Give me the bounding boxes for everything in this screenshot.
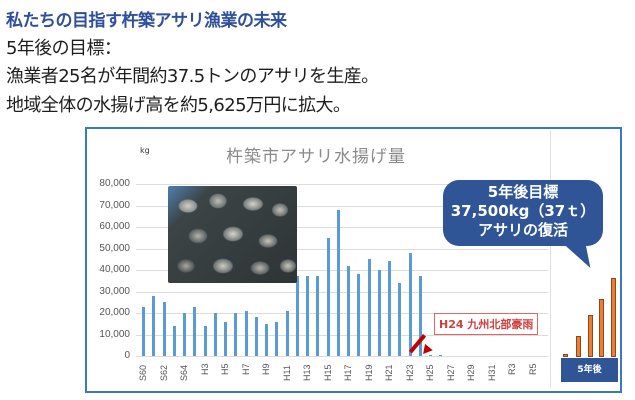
bar-H10	[275, 321, 279, 356]
goal-revenue: 地域全体の水揚げ高を約5,625万円に拡大。	[6, 95, 351, 116]
goal-production: 漁業者25名が年間約37.5トンのアサリを生産。	[6, 66, 379, 87]
callout-line-1: 5年後目標	[487, 183, 559, 201]
future-bar	[611, 277, 616, 357]
gridline	[136, 184, 548, 185]
y-tick-label: 80,000	[99, 178, 130, 189]
bar-H17	[347, 265, 350, 356]
x-tick-label: H25	[425, 364, 435, 381]
bar-H2	[193, 306, 197, 356]
x-tick-label: H19	[363, 364, 374, 381]
bar-H6	[234, 313, 238, 356]
gridline	[136, 291, 548, 293]
x-tick-label: S62	[158, 364, 169, 381]
x-tick-label: S60	[138, 364, 148, 381]
y-tick-label: 30,000	[99, 285, 130, 297]
y-tick-label: 20,000	[99, 307, 130, 318]
y-tick-label: 40,000	[99, 264, 130, 275]
x-tick-label: H27	[445, 364, 456, 381]
bar-S61	[152, 295, 156, 356]
x-tick-label: S64	[179, 364, 189, 381]
bar-H19	[367, 259, 371, 356]
bar-H21	[388, 261, 391, 356]
x-tick-label: H15	[322, 364, 333, 381]
bar-S63	[172, 325, 176, 356]
bar-H26	[439, 354, 443, 356]
bar-H7	[244, 310, 248, 356]
callout-line-3: アサリの復活	[477, 221, 568, 239]
x-tick-label: H9	[261, 363, 271, 375]
callout-line-2: 37,500kg（37ｔ）	[450, 202, 596, 220]
target-callout: 5年後目標 37,500kg（37ｔ） アサリの復活	[443, 180, 603, 246]
bar-H24	[418, 276, 422, 356]
x-tick-label: H31	[486, 364, 497, 381]
future-bar	[563, 353, 568, 357]
future-bar	[599, 298, 604, 357]
gridline	[136, 313, 548, 314]
chart-title: 杵築市アサリ水揚げ量	[226, 147, 406, 167]
x-tick-label: H21	[384, 364, 394, 381]
y-axis-unit: kg	[140, 146, 150, 155]
y-tick-label: 70,000	[99, 199, 130, 211]
future-bar	[576, 336, 581, 357]
bar-H12	[295, 276, 299, 356]
bar-H25	[429, 354, 432, 356]
bar-H3	[203, 325, 207, 356]
x-tick-label: H23	[404, 364, 415, 381]
x-tick-label: R5	[527, 363, 538, 375]
x-tick-label: H7	[240, 363, 251, 375]
five-year-label: 5年後	[561, 358, 618, 382]
bar-H20	[377, 270, 381, 356]
bar-H9	[265, 323, 268, 356]
bar-H11	[285, 310, 289, 356]
bar-H4	[213, 313, 217, 356]
gridline	[136, 270, 548, 271]
y-tick-label: 60,000	[99, 221, 130, 232]
x-tick-label: H13	[302, 364, 312, 381]
goal-heading: 5年後の目標：	[6, 38, 122, 59]
x-tick-label: R3	[507, 363, 517, 375]
bar-H16	[336, 209, 340, 356]
y-tick-label: 50,000	[99, 242, 130, 254]
bar-S62	[162, 302, 166, 356]
rain-annotation: H24 九州北部豪雨	[434, 313, 539, 335]
future-divider	[550, 130, 551, 388]
gridline	[136, 334, 548, 336]
gridline	[136, 248, 548, 250]
y-tick-label: 10,000	[99, 328, 130, 340]
clam-photo	[168, 186, 297, 283]
x-tick-label: H29	[466, 364, 476, 381]
future-bar	[588, 315, 593, 357]
x-tick-label: H11	[281, 365, 292, 381]
x-tick-label: H3	[199, 363, 210, 375]
bar-H18	[357, 274, 361, 356]
y-tick-label: 0	[124, 350, 130, 361]
bar-H23	[408, 252, 412, 356]
bar-H8	[254, 317, 258, 356]
slide-title: 私たちの目指す杵築アサリ漁業の未来	[6, 11, 287, 31]
bar-H15	[326, 237, 330, 356]
bar-H22	[398, 282, 402, 356]
bar-S64	[183, 313, 186, 356]
gridline	[136, 356, 548, 357]
x-tick-label: H17	[343, 364, 353, 381]
bar-H14	[316, 276, 320, 356]
gridline	[136, 205, 548, 207]
bar-H5	[224, 321, 227, 356]
bar-H13	[306, 276, 309, 356]
x-tick-label: H5	[220, 363, 230, 375]
bar-S60	[142, 306, 145, 356]
gridline	[136, 227, 548, 228]
